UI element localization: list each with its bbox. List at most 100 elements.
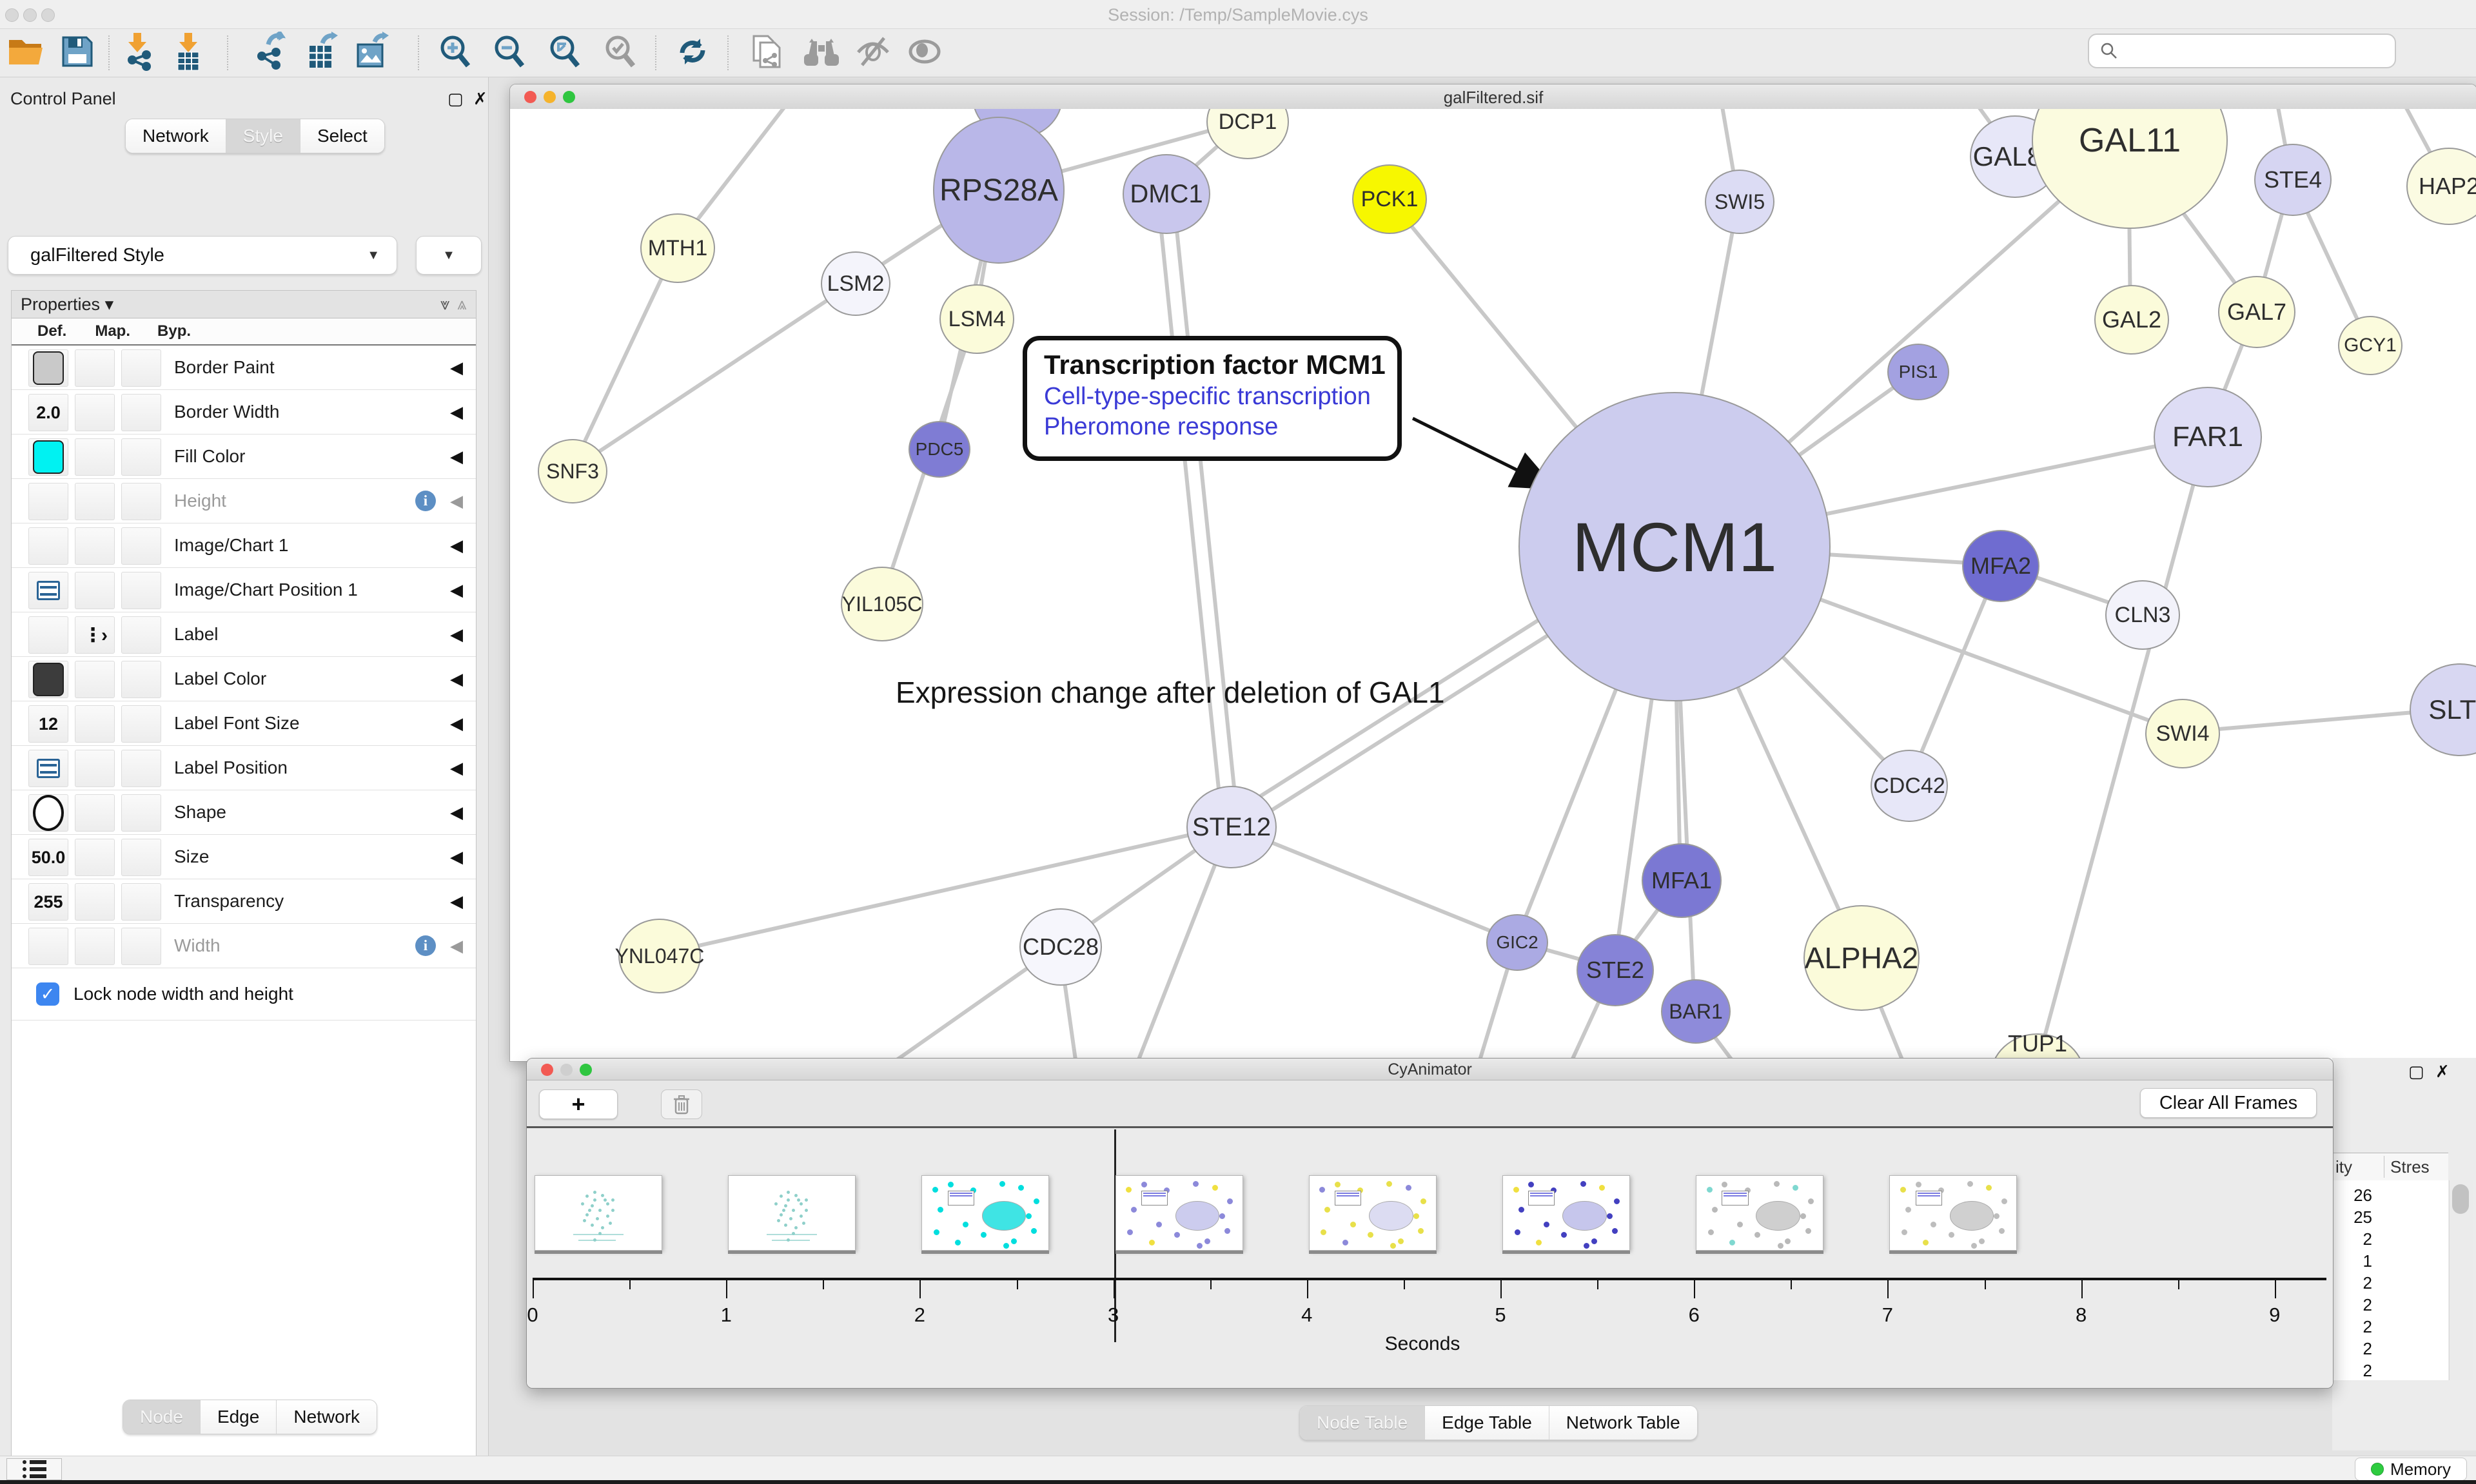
network-edge[interactable]: [1229, 824, 1517, 943]
expand-property-icon[interactable]: ◀: [450, 624, 463, 644]
expand-property-icon[interactable]: ◀: [450, 357, 463, 377]
table-header-row[interactable]: ity Stres: [2332, 1153, 2448, 1181]
mapping-cell[interactable]: [75, 750, 115, 787]
network-node-cdc28[interactable]: CDC28: [1019, 908, 1102, 986]
default-value-cell[interactable]: [28, 572, 68, 609]
table-cell-value[interactable]: 2: [2363, 1361, 2372, 1380]
memory-button[interactable]: Memory: [2355, 1458, 2467, 1481]
mapping-cell[interactable]: [75, 661, 115, 698]
add-frame-button[interactable]: +: [539, 1089, 618, 1119]
property-row-width[interactable]: Width i ◀: [12, 924, 476, 968]
default-value-cell[interactable]: 2.0: [28, 394, 68, 431]
minimize-icon[interactable]: [544, 91, 556, 103]
zoom-fit-button[interactable]: [544, 34, 585, 72]
expand-property-icon[interactable]: ◀: [450, 402, 463, 422]
network-window-titlebar[interactable]: galFiltered.sif: [510, 84, 2476, 110]
delete-frame-button[interactable]: [661, 1089, 702, 1119]
network-node-pdc5[interactable]: PDC5: [909, 421, 970, 478]
export-table-button[interactable]: [300, 31, 342, 72]
style-options-button[interactable]: ▼: [416, 236, 482, 275]
column-header[interactable]: ity: [2335, 1157, 2352, 1176]
network-node-gal2[interactable]: GAL2: [2094, 285, 2169, 355]
default-value-cell[interactable]: [28, 661, 68, 698]
minimize-window-button[interactable]: [23, 8, 37, 22]
property-row-border-width[interactable]: 2.0 Border Width ◀: [12, 390, 476, 434]
float-panel-icon[interactable]: ▢: [447, 89, 464, 108]
search-input-field[interactable]: [2119, 40, 2379, 62]
hide-button[interactable]: [852, 34, 894, 72]
bypass-cell[interactable]: [121, 394, 161, 431]
default-value-cell[interactable]: [28, 750, 68, 787]
duplicate-network-button[interactable]: [747, 34, 788, 72]
network-node-mth1[interactable]: MTH1: [640, 213, 715, 283]
network-node-mfa1[interactable]: MFA1: [1642, 843, 1722, 918]
table-cell-value[interactable]: 2: [2363, 1273, 2372, 1293]
network-edge[interactable]: [569, 246, 678, 471]
network-node-pck1[interactable]: PCK1: [1352, 164, 1427, 234]
animation-frame-4[interactable]: [1308, 1175, 1437, 1251]
bypass-cell[interactable]: [121, 349, 161, 387]
mapping-cell[interactable]: [75, 839, 115, 876]
style-selector[interactable]: galFiltered Style ▼: [8, 236, 397, 275]
property-row-label-color[interactable]: Label Color ◀: [12, 657, 476, 701]
property-row-image-chart-1[interactable]: Image/Chart 1 ◀: [12, 523, 476, 568]
animation-frame-3[interactable]: [1115, 1175, 1243, 1251]
network-node-bar1[interactable]: BAR1: [1661, 979, 1731, 1044]
network-edge[interactable]: [1171, 191, 1240, 826]
mapping-cell[interactable]: [75, 928, 115, 965]
zoom-in-button[interactable]: [435, 34, 476, 72]
expand-property-icon[interactable]: ◀: [450, 580, 463, 600]
network-node-cdc42[interactable]: CDC42: [1871, 750, 1948, 822]
close-icon[interactable]: [524, 91, 536, 103]
show-button[interactable]: [904, 34, 945, 72]
open-file-button[interactable]: [6, 34, 48, 72]
zoom-out-button[interactable]: [489, 34, 530, 72]
clear-all-frames-button[interactable]: Clear All Frames: [2140, 1088, 2317, 1118]
zoom-icon[interactable]: [563, 91, 575, 103]
cyanimator-titlebar[interactable]: CyAnimator: [527, 1059, 2333, 1080]
expand-property-icon[interactable]: ◀: [450, 491, 463, 511]
mapping-cell[interactable]: [75, 572, 115, 609]
network-node-lsm4[interactable]: LSM4: [939, 284, 1014, 354]
expand-property-icon[interactable]: ◀: [450, 713, 463, 733]
table-cell-value[interactable]: 1: [2363, 1251, 2372, 1271]
tab-node-table[interactable]: Node Table: [1300, 1406, 1426, 1440]
animation-frame-1[interactable]: [728, 1175, 856, 1251]
network-edge[interactable]: [570, 280, 856, 472]
default-value-cell[interactable]: 12: [28, 705, 68, 743]
annotation-link-2[interactable]: Pheromone response: [1044, 413, 1279, 440]
network-node-dmc1[interactable]: DMC1: [1123, 154, 1210, 234]
close-panel-icon[interactable]: ✗: [473, 89, 487, 108]
minimize-icon[interactable]: [560, 1064, 573, 1076]
network-node-lsm2[interactable]: LSM2: [821, 251, 890, 316]
export-image-button[interactable]: [351, 31, 392, 72]
mapping-cell[interactable]: [75, 349, 115, 387]
expand-property-icon[interactable]: ◀: [450, 802, 463, 822]
property-row-transparency[interactable]: 255 Transparency ◀: [12, 879, 476, 924]
default-value-cell[interactable]: [28, 928, 68, 965]
network-node-ste12[interactable]: STE12: [1186, 786, 1277, 868]
tab-network[interactable]: Network: [277, 1400, 377, 1434]
column-header[interactable]: Stres: [2390, 1157, 2430, 1176]
tab-select[interactable]: Select: [300, 119, 384, 153]
network-node-swi5[interactable]: SWI5: [1705, 170, 1774, 234]
collapse-all-icon[interactable]: ⩓: [457, 294, 467, 313]
network-node-gal7[interactable]: GAL7: [2218, 276, 2295, 348]
table-cell-value[interactable]: 26: [2353, 1186, 2372, 1205]
expand-property-icon[interactable]: ◀: [450, 891, 463, 911]
property-row-image-chart-position-1[interactable]: Image/Chart Position 1 ◀: [12, 568, 476, 612]
default-value-cell[interactable]: [28, 483, 68, 520]
default-value-cell[interactable]: 255: [28, 883, 68, 921]
mapping-cell[interactable]: [75, 394, 115, 431]
network-node-far1[interactable]: FAR1: [2154, 387, 2262, 487]
network-node-gcy1[interactable]: GCY1: [2338, 316, 2402, 375]
network-node-alpha2[interactable]: ALPHA2: [1803, 905, 1920, 1011]
bypass-cell[interactable]: [121, 928, 161, 965]
property-row-label[interactable]: ⋮› Label ◀: [12, 612, 476, 657]
network-node-mfa2[interactable]: MFA2: [1962, 530, 2039, 602]
network-node-ynl047c[interactable]: YNL047C: [615, 919, 704, 993]
bypass-cell[interactable]: [121, 483, 161, 520]
zoom-selected-button[interactable]: [600, 34, 641, 72]
property-row-fill-color[interactable]: Fill Color ◀: [12, 434, 476, 479]
